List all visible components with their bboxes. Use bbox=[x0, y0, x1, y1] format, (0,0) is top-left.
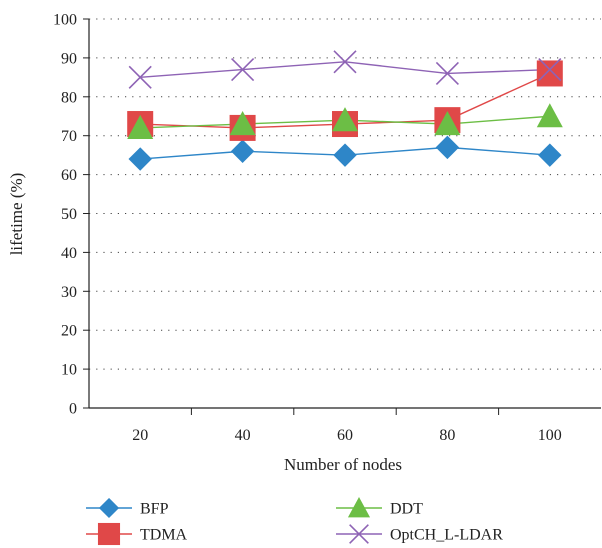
data-point-ddt bbox=[229, 111, 256, 136]
x-tick-labels: 20 40 60 80 100 bbox=[132, 427, 562, 444]
series-line-optch-l-ldar bbox=[140, 61, 550, 79]
data-point-optch-l-ldar bbox=[128, 65, 152, 89]
legend-item-ddt: DDT bbox=[336, 496, 423, 518]
data-point-bfp bbox=[538, 143, 562, 167]
series-markers bbox=[127, 50, 563, 171]
y-tick-label: 30 bbox=[61, 284, 77, 301]
y-axis-title: lifetime (%) bbox=[7, 173, 26, 256]
y-tick-label: 90 bbox=[61, 50, 77, 67]
gridlines bbox=[89, 18, 601, 370]
y-tick-labels: 0 10 20 30 40 50 60 70 80 90 100 bbox=[53, 12, 77, 418]
y-tick-label: 40 bbox=[61, 245, 77, 262]
data-point-optch-l-ldar bbox=[435, 61, 459, 86]
data-point-optch-l-ldar bbox=[538, 58, 562, 82]
legend-label: OptCH_L-LDAR bbox=[390, 527, 503, 544]
legend-label: BFP bbox=[140, 501, 169, 518]
y-tick-label: 50 bbox=[61, 206, 77, 223]
legend-marker-optch-l-ldar bbox=[349, 524, 369, 544]
data-point-tdma bbox=[536, 60, 563, 87]
y-tick-label: 60 bbox=[61, 167, 77, 184]
legend-marker-ddt bbox=[347, 496, 371, 518]
x-tick-label: 40 bbox=[235, 427, 251, 444]
data-point-optch-l-ldar bbox=[231, 58, 255, 82]
y-tick-label: 80 bbox=[61, 89, 77, 106]
legend-item-optch-l-ldar: OptCH_L-LDAR bbox=[336, 524, 503, 544]
legend-marker-tdma bbox=[97, 522, 121, 546]
legend-label: TDMA bbox=[140, 527, 188, 544]
data-point-bfp bbox=[230, 139, 255, 163]
axes bbox=[83, 18, 601, 415]
data-point-ddt bbox=[536, 103, 563, 128]
x-axis-title: Number of nodes bbox=[284, 455, 402, 474]
y-tick-label: 100 bbox=[53, 12, 77, 29]
legend-label: DDT bbox=[390, 501, 423, 518]
x-tick-label: 20 bbox=[132, 427, 148, 444]
legend-marker-bfp bbox=[98, 497, 120, 519]
y-tick-label: 70 bbox=[61, 128, 77, 145]
y-tick-label: 20 bbox=[61, 323, 77, 340]
x-tick-label: 100 bbox=[538, 427, 562, 444]
data-point-ddt bbox=[332, 107, 358, 132]
data-point-bfp bbox=[128, 147, 152, 171]
y-tick-label: 10 bbox=[61, 362, 77, 379]
legend-item-tdma: TDMA bbox=[86, 522, 188, 546]
data-point-ddt bbox=[434, 111, 461, 136]
legend-item-bfp: BFP bbox=[86, 497, 169, 519]
y-tick-label: 0 bbox=[69, 401, 77, 418]
x-tick-label: 80 bbox=[439, 427, 455, 444]
legend: BFP TDMA DDT OptCH_L-LDAR bbox=[86, 496, 503, 546]
data-point-bfp bbox=[333, 143, 357, 167]
data-point-bfp bbox=[435, 135, 460, 160]
x-tick-label: 60 bbox=[337, 427, 353, 444]
data-point-ddt bbox=[127, 114, 154, 139]
data-point-optch-l-ldar bbox=[333, 50, 357, 74]
